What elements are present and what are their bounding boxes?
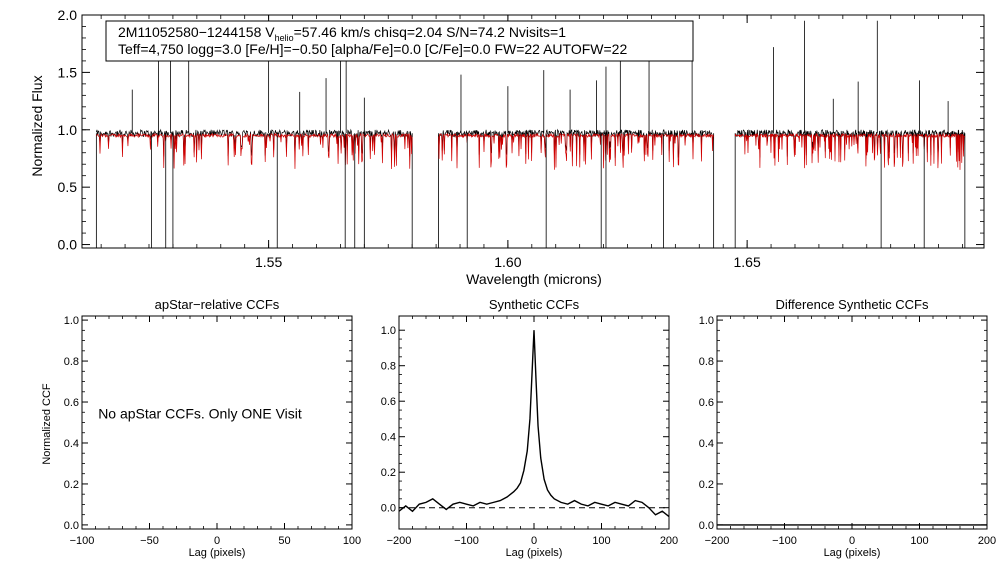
spectrum-x-tick-label-1: 1.60 bbox=[494, 254, 521, 270]
ccf-0-x-tick-label-0: −100 bbox=[70, 535, 95, 547]
spectrum-chip-edges-1 bbox=[438, 133, 715, 248]
ccf-panel-synthetic: Synthetic CCFs Lag (pixels) −200 −100 0 100… bbox=[381, 297, 678, 559]
spectrum-y-tick-label-4: 2.0 bbox=[58, 7, 78, 23]
ccf-1-y-tick-label-4: 0.8 bbox=[381, 361, 396, 373]
spectrum-y-tick-label-3: 1.5 bbox=[58, 64, 78, 80]
info-line1-suffix: =57.46 km/s chisq=2.04 S/N=74.2 Nvisits=… bbox=[294, 24, 567, 40]
spectrum-y-tick-label-0: 0.0 bbox=[58, 237, 78, 253]
spectrum-x-tick-label-0: 1.55 bbox=[255, 254, 282, 270]
ccf-1-y-tick-label-0: 0.0 bbox=[381, 503, 396, 515]
ccf-0-y-tick-label-4: 0.8 bbox=[64, 356, 79, 368]
ccf-2-y-tick-label-3: 0.6 bbox=[699, 397, 714, 409]
ccf-2-x-tick-label-3: 100 bbox=[910, 535, 928, 547]
ccf-0-y-tick-label-2: 0.4 bbox=[64, 438, 79, 450]
ccf-1-x-axis-label: Lag (pixels) bbox=[506, 547, 563, 559]
spectrum-plot-area bbox=[95, 20, 966, 248]
ccf-0-y-tick-label-0: 0.0 bbox=[64, 520, 79, 532]
ccf-2-x-tick-label-2: 0 bbox=[849, 535, 855, 547]
ccf-panel-apstar-relative: apStar−relative CCFs Lag (pixels) Normal… bbox=[41, 297, 361, 559]
observed-spectrum-chip-0 bbox=[96, 128, 413, 158]
ccf-2-y-tick-label-5: 1.0 bbox=[699, 315, 714, 327]
ccf-0-y-axis-label: Normalized CCF bbox=[41, 383, 53, 465]
ccf-0-x-tick-label-1: −50 bbox=[140, 535, 159, 547]
ccf-0-x-tick-label-4: 100 bbox=[343, 535, 361, 547]
spectrum-y-tick-label-1: 0.5 bbox=[58, 179, 78, 195]
spectrum-y-tick-label-2: 1.0 bbox=[58, 122, 78, 138]
ccf-0-x-tick-label-2: 0 bbox=[214, 535, 220, 547]
spectrum-info-box: 2M11052580−1244158 Vhelio=57.46 km/s chi… bbox=[105, 20, 694, 62]
info-box-line-1: 2M11052580−1244158 Vhelio=57.46 km/s chi… bbox=[118, 24, 566, 43]
ccf-1-y-tick-label-5: 1.0 bbox=[381, 325, 396, 337]
ccf-0-title: apStar−relative CCFs bbox=[155, 297, 280, 312]
info-line1-prefix: 2M11052580−1244158 V bbox=[118, 24, 275, 40]
ccf-2-y-tick-label-0: 0.0 bbox=[699, 520, 714, 532]
spectrum-chip-edges-0 bbox=[95, 133, 413, 248]
spectrum-chip-edges-2 bbox=[734, 133, 966, 248]
ccf-2-x-tick-label-0: −200 bbox=[705, 535, 730, 547]
model-spectrum-chip-0 bbox=[96, 132, 413, 170]
ccf-1-x-tick-label-3: 100 bbox=[592, 535, 610, 547]
info-box-frame bbox=[105, 20, 694, 62]
ccf-0-y-tick-label-3: 0.6 bbox=[64, 397, 79, 409]
spectrum-x-axis-label: Wavelength (microns) bbox=[466, 271, 602, 287]
ccf-0-y-tick-label-5: 1.0 bbox=[64, 315, 79, 327]
model-spectrum-chip-1 bbox=[438, 132, 714, 170]
ccf-2-x-axis-label: Lag (pixels) bbox=[824, 547, 881, 559]
ccf-1-y-tick-label-2: 0.4 bbox=[381, 432, 396, 444]
ccf-2-x-tick-label-1: −100 bbox=[772, 535, 797, 547]
ccf-1-y-tick-label-3: 0.6 bbox=[381, 396, 396, 408]
ccf-2-y-tick-label-4: 0.8 bbox=[699, 356, 714, 368]
ccf-0-annotation: No apStar CCFs. Only ONE Visit bbox=[98, 405, 302, 421]
ccf-panel-difference-synthetic: Difference Synthetic CCFs Lag (pixels) −… bbox=[699, 297, 996, 559]
ccf-0-x-tick-label-3: 50 bbox=[278, 535, 290, 547]
ccf-1-x-tick-label-2: 0 bbox=[531, 535, 537, 547]
ccf-0-y-tick-label-1: 0.2 bbox=[64, 479, 79, 491]
ccf-2-y-tick-label-1: 0.2 bbox=[699, 479, 714, 491]
ccf-1-x-tick-label-0: −200 bbox=[387, 535, 412, 547]
ccf-2-y-tick-label-2: 0.4 bbox=[699, 438, 714, 450]
info-line1-subscript: helio bbox=[275, 33, 294, 43]
spectrum-y-axis-label: Normalized Flux bbox=[29, 75, 45, 176]
spectrum-axes: 1.55 1.60 1.65 0.0 0.5 1.0 1.5 2.0 bbox=[58, 7, 985, 270]
ccf-1-x-tick-label-1: −100 bbox=[454, 535, 479, 547]
spectrum-frame bbox=[81, 14, 985, 249]
ccf-2-title: Difference Synthetic CCFs bbox=[776, 297, 929, 312]
ccf-2-x-tick-label-4: 200 bbox=[978, 535, 996, 547]
ccf-1-x-tick-label-4: 200 bbox=[660, 535, 678, 547]
ccf-0-x-axis-label: Lag (pixels) bbox=[189, 547, 246, 559]
model-spectrum-chip-2 bbox=[734, 132, 966, 170]
spectrum-panel: 1.55 1.60 1.65 0.0 0.5 1.0 1.5 2.0 Wavelength (… bbox=[29, 7, 985, 287]
ccf-1-y-tick-label-1: 0.2 bbox=[381, 467, 396, 479]
spectrum-x-tick-label-2: 1.65 bbox=[734, 254, 761, 270]
ccf-1-series-line-0 bbox=[398, 330, 670, 518]
ccf-1-title: Synthetic CCFs bbox=[489, 297, 580, 312]
info-box-line-2: Teff=4,750 logg=3.0 [Fe/H]=−0.50 [alpha/… bbox=[118, 41, 627, 57]
